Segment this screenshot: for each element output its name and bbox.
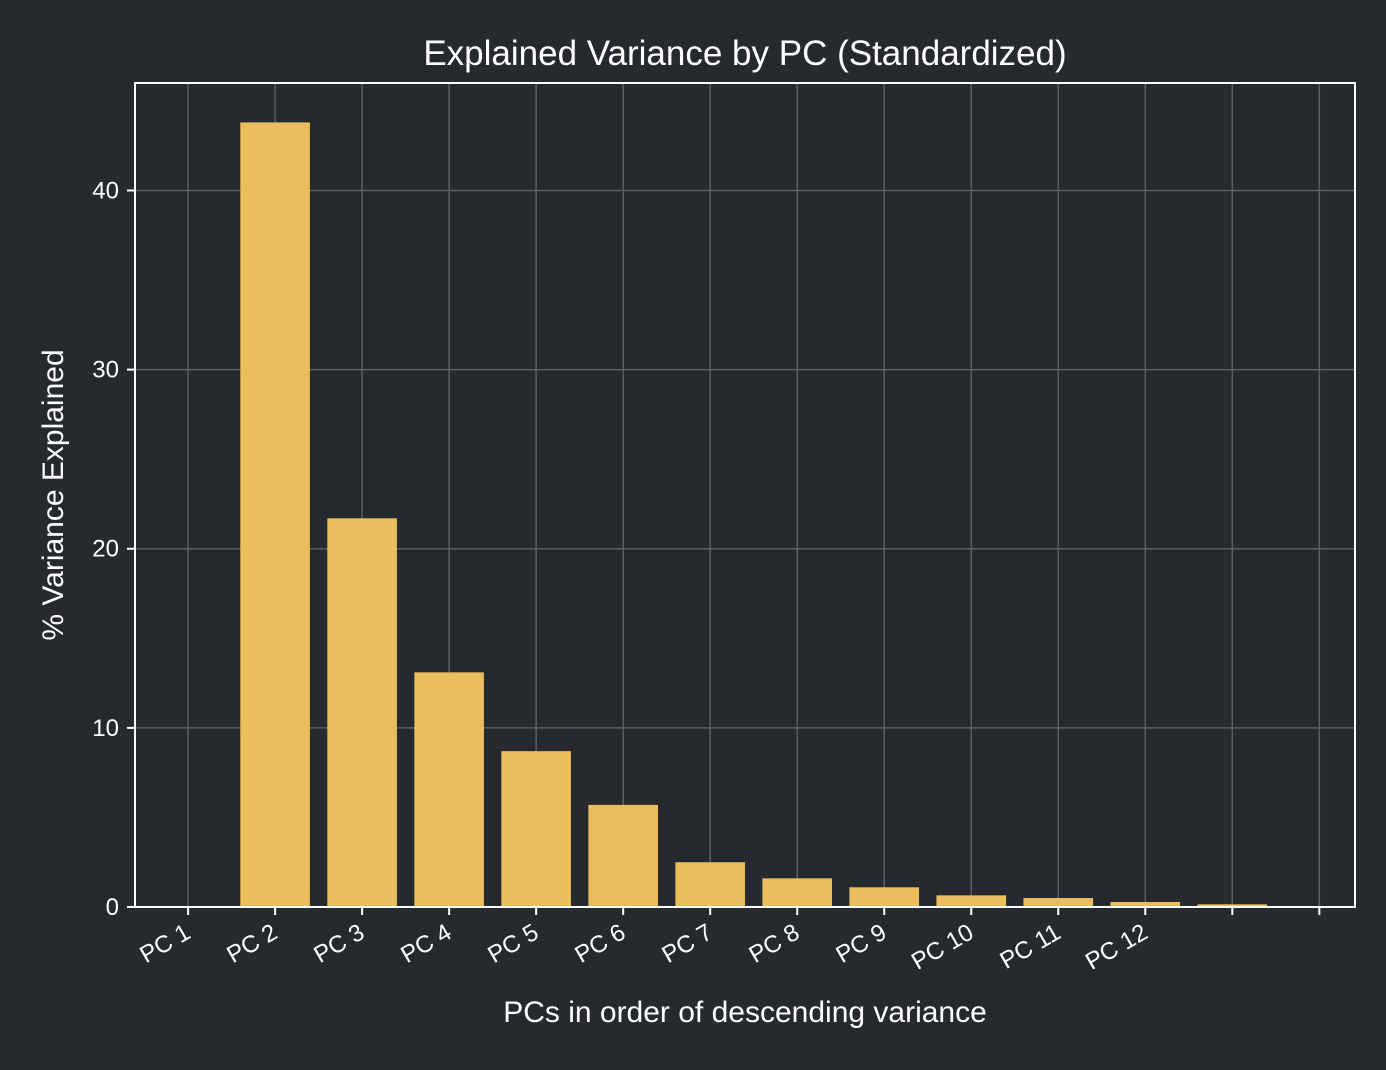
y-axis-label: % Variance Explained: [37, 349, 70, 640]
x-tick-label: PC 5: [483, 919, 543, 969]
grid: [135, 83, 1355, 908]
bar-pc-1: [240, 122, 310, 908]
x-tick-label: PC 11: [996, 919, 1066, 975]
y-tick-label: 10: [92, 715, 119, 742]
bar-pc-5: [588, 804, 658, 907]
x-tick-label: PC 7: [657, 919, 717, 969]
x-tick-label: PC 2: [222, 919, 282, 969]
bar-pc-7: [762, 878, 833, 907]
x-tick-label: PC 10: [907, 919, 978, 976]
x-axis-label: PCs in order of descending variance: [503, 996, 987, 1029]
x-tick-label: PC 12: [1081, 919, 1152, 976]
y-tick-label: 40: [92, 177, 119, 204]
chart-title: Explained Variance by PC (Standardized): [423, 34, 1066, 73]
x-tick-label: PC 1: [135, 919, 195, 969]
bar-pc-6: [675, 862, 745, 907]
bar-pc-8: [849, 887, 920, 907]
x-tick-label: PC 9: [832, 919, 892, 969]
bar-pc-2: [327, 518, 397, 907]
bars: [240, 122, 1268, 908]
x-tick-label: PC 8: [745, 919, 805, 969]
x-tick-label: PC 6: [570, 919, 630, 969]
y-tick-label: 20: [92, 536, 119, 563]
y-tick-label: 30: [92, 357, 119, 384]
x-tick-label: PC 3: [309, 919, 369, 969]
bar-pc-3: [414, 672, 484, 907]
bar-pc-12: [1197, 904, 1268, 907]
y-tick-label: 0: [106, 894, 119, 921]
bar-pc-11: [1110, 901, 1181, 907]
plot-frame: [134, 82, 1356, 908]
bar-pc-4: [501, 751, 571, 907]
x-tick-label: PC 4: [396, 919, 456, 969]
bar-pc-9: [936, 895, 1007, 907]
bar-pc-10: [1023, 898, 1094, 907]
